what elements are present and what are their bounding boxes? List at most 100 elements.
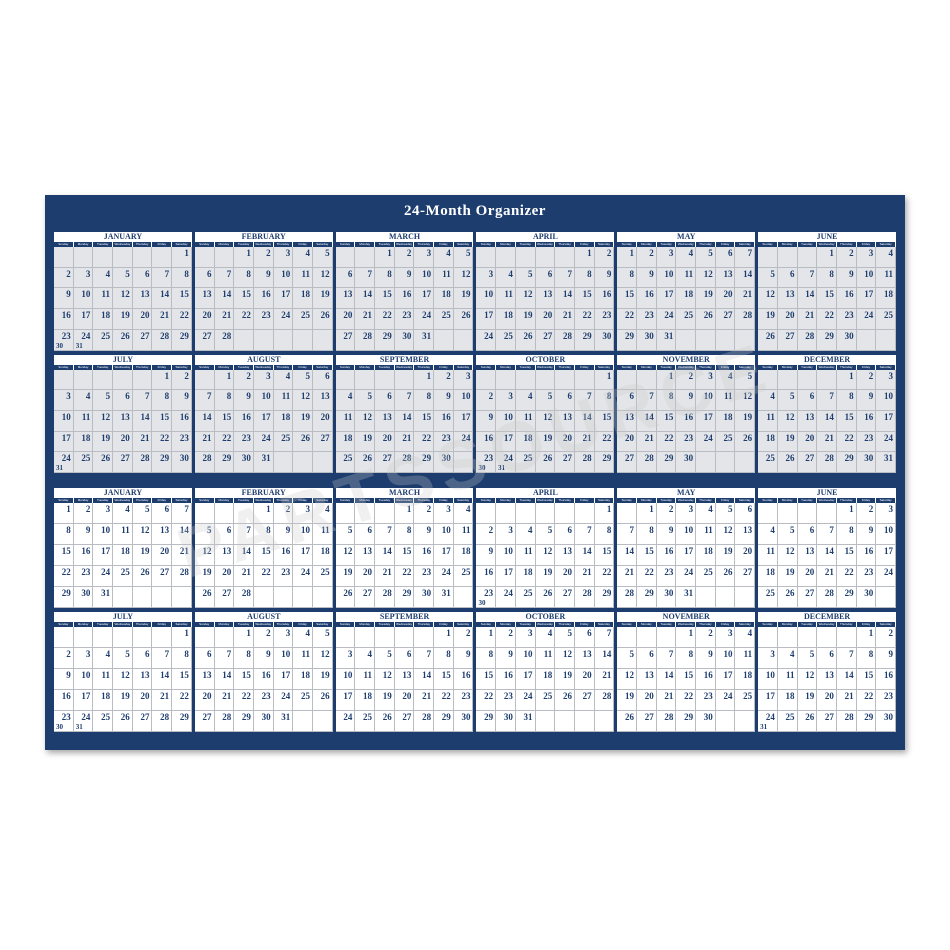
day-cell: 29 bbox=[594, 452, 615, 473]
day-cell: 13 bbox=[715, 267, 736, 289]
weekday-label: Monday bbox=[778, 622, 798, 627]
day-cell: 11 bbox=[273, 390, 294, 411]
day-grid: 1 2 3 4 5 6 7 8 9 10 11 12 13 14 15 16 17 18 19 20 21 22 23 24 2… bbox=[617, 369, 756, 473]
day-cell: 21 bbox=[735, 288, 756, 310]
day-cell: 25 bbox=[696, 566, 716, 587]
day-cell: 20 bbox=[194, 690, 215, 711]
day-cell: 5 bbox=[555, 627, 575, 648]
day-cell: 4 bbox=[293, 627, 313, 648]
day-number: 6 bbox=[809, 391, 815, 402]
day-cell: 21 bbox=[214, 690, 235, 711]
day-number: 25 bbox=[441, 310, 451, 321]
day-cell: 14 bbox=[555, 288, 575, 310]
day-cell: 27 bbox=[715, 309, 736, 330]
day-cell bbox=[535, 711, 556, 732]
month-block: May Sunday Monday Tuesday Wednesday Thursday F… bbox=[617, 232, 756, 351]
weekday-label: Wednesday bbox=[254, 364, 274, 370]
day-number: 11 bbox=[301, 268, 310, 279]
day-number: 19 bbox=[461, 289, 471, 300]
day-number: 26 bbox=[543, 588, 553, 598]
day-cell bbox=[273, 587, 294, 608]
day-number: 17 bbox=[864, 289, 874, 300]
day-cell: 11 bbox=[113, 524, 133, 545]
day-cell: 7 bbox=[594, 627, 615, 648]
weekday-label: Sunday bbox=[617, 364, 638, 370]
day-cell: 20 bbox=[335, 309, 356, 330]
day-number: 17 bbox=[484, 310, 494, 321]
day-cell bbox=[876, 587, 896, 608]
day-cell: 4 bbox=[293, 247, 313, 268]
day-cell: 27 bbox=[574, 690, 595, 711]
weekday-label: Thursday bbox=[274, 622, 294, 627]
day-number: 16 bbox=[461, 670, 471, 680]
day-cell: 3 bbox=[676, 503, 697, 524]
day-number: 7 bbox=[164, 268, 170, 279]
day-cell: 12 bbox=[113, 669, 133, 690]
month-name: September bbox=[379, 354, 430, 364]
day-cell: 7 bbox=[836, 648, 857, 669]
day-cell bbox=[777, 369, 798, 391]
day-number: 19 bbox=[202, 567, 212, 577]
weekday-label: Thursday bbox=[274, 498, 294, 503]
day-cell: 3 bbox=[515, 627, 536, 648]
day-number: 5 bbox=[790, 391, 795, 402]
day-number: 19 bbox=[120, 310, 130, 321]
day-cell: 16 bbox=[54, 690, 74, 711]
day-number: 12 bbox=[202, 546, 212, 556]
day-cell: 24 31 bbox=[73, 329, 94, 351]
day-cell: 27 bbox=[132, 711, 153, 732]
day-cell: 22 bbox=[253, 566, 274, 587]
day-number: 16 bbox=[484, 567, 494, 577]
day-cell: 5 bbox=[113, 648, 133, 669]
day-cell: 17 bbox=[476, 309, 497, 330]
day-number: 20 bbox=[723, 289, 733, 300]
day-cell: 24 bbox=[335, 711, 356, 732]
day-number: 5 bbox=[144, 504, 150, 514]
day-cell: 4 bbox=[93, 267, 114, 289]
day-number: 24 bbox=[101, 567, 111, 577]
day-cell: 6 bbox=[574, 627, 595, 648]
day-cell: 21 bbox=[234, 566, 254, 587]
day-grid: 1 2 3 4 5 6 7 8 9 10 11 12 13 14 15 16 17 18 19 20 21 22 23 24 2… bbox=[335, 369, 474, 473]
day-number: 13 bbox=[382, 411, 392, 422]
day-cell: 4 bbox=[515, 524, 536, 545]
day-cell: 18 bbox=[312, 545, 333, 566]
day-number: 25 bbox=[723, 432, 733, 443]
day-cell: 11 bbox=[758, 410, 778, 432]
day-cell bbox=[214, 247, 235, 268]
day-number: 19 bbox=[343, 567, 353, 577]
day-cell: 14 bbox=[152, 288, 173, 310]
day-cell: 2 bbox=[253, 627, 274, 648]
day-cell: 13 bbox=[194, 669, 215, 690]
day-number: 9 bbox=[868, 525, 874, 535]
day-number: 7 bbox=[406, 391, 412, 402]
day-cell: 12 bbox=[453, 267, 474, 289]
day-number: 26 bbox=[382, 712, 392, 722]
day-number: 10 bbox=[883, 391, 893, 402]
day-number: 8 bbox=[164, 391, 170, 402]
day-cell bbox=[113, 247, 133, 268]
day-cell: 16 bbox=[253, 669, 274, 690]
day-cell: 3 bbox=[293, 503, 313, 524]
day-cell: 8 bbox=[637, 524, 657, 545]
day-cell: 8 bbox=[574, 267, 595, 289]
day-number: 4 bbox=[790, 649, 795, 659]
day-cell: 13 bbox=[194, 288, 215, 310]
day-number: 2 bbox=[688, 370, 694, 381]
month-name: April bbox=[532, 488, 558, 497]
day-cell: 15 bbox=[234, 288, 254, 310]
day-number: 24 bbox=[81, 712, 91, 722]
day-number: 31 bbox=[498, 464, 506, 472]
day-number: 1 bbox=[587, 248, 592, 258]
weekday-label: Thursday bbox=[274, 364, 294, 370]
day-number: 8 bbox=[829, 268, 834, 279]
day-cell: 29 bbox=[414, 452, 435, 473]
day-cell: 12 bbox=[797, 669, 818, 690]
day-cell: 16 bbox=[434, 410, 454, 432]
day-number: 20 bbox=[160, 546, 170, 556]
day-cell: 19 bbox=[735, 410, 756, 432]
day-cell: 14 bbox=[656, 669, 677, 690]
day-number: 29 bbox=[241, 712, 251, 722]
day-cell: 29 bbox=[836, 587, 857, 608]
day-number: 11 bbox=[723, 391, 733, 402]
